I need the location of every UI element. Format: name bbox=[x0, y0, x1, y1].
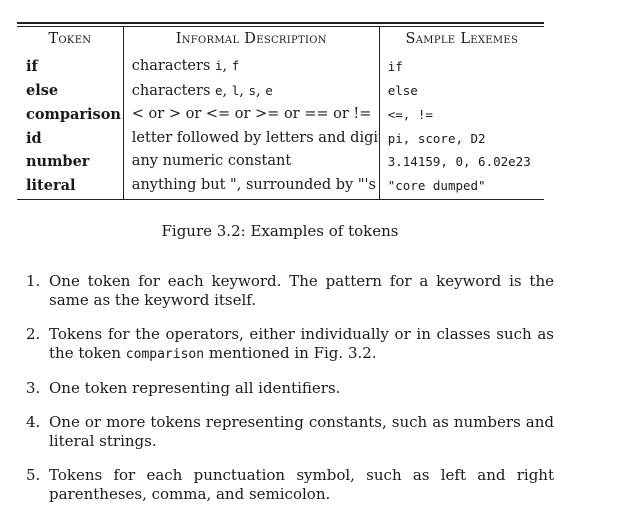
text-fragment: , bbox=[256, 82, 266, 99]
informal-description-cell: letter followed by letters and digits bbox=[122, 126, 380, 150]
table-top-rule bbox=[17, 22, 544, 24]
header-sample-lexemes: Sample Lexemes bbox=[378, 27, 544, 52]
text-fragment: , bbox=[239, 82, 249, 99]
sample-lexemes-cell: if bbox=[378, 52, 544, 79]
informal-description-cell: characters e, l, s, e bbox=[122, 78, 380, 103]
informal-description-cell: < or > or <= or >= or == or != bbox=[122, 103, 380, 127]
table-row: literal anything but ", surrounded by "'s… bbox=[17, 173, 544, 199]
header-informal-description: Informal Description bbox=[122, 27, 380, 52]
text-fragment: , bbox=[222, 58, 232, 74]
table-bottom-rule bbox=[17, 199, 544, 200]
sample-lexemes-cell: 3.14159, 0, 6.02e23 bbox=[378, 150, 544, 174]
list-item: 5. Tokens for each punctuation symbol, su… bbox=[24, 466, 554, 504]
text-fragment: mentioned in Fig. 3.2. bbox=[204, 344, 377, 362]
table-header-row: Token Informal Description Sample Lexeme… bbox=[17, 27, 544, 52]
text-fragment: One or more tokens representing constant… bbox=[49, 413, 554, 450]
token-name-cell: literal bbox=[26, 176, 76, 194]
list-item-number: 3. bbox=[26, 379, 41, 397]
text-fragment: One token representing all identifiers. bbox=[49, 379, 341, 397]
table-row: comparison < or > or <= or >= or == or !=… bbox=[17, 103, 544, 127]
list-item: 3. One token representing all identifiers… bbox=[24, 379, 554, 398]
token-name-cell: comparison bbox=[26, 106, 121, 123]
sample-lexemes-cell: <=, != bbox=[378, 103, 544, 127]
informal-description-cell: anything but ", surrounded by "'s bbox=[122, 173, 380, 199]
text-fragment: anything but ", surrounded by "'s bbox=[131, 176, 376, 193]
informal-description-cell: any numeric constant bbox=[122, 150, 380, 174]
code-fragment: e bbox=[215, 82, 223, 98]
table-top-rule-thin bbox=[17, 26, 544, 27]
list-item-number: 2. bbox=[26, 325, 41, 343]
code-fragment: i bbox=[215, 58, 223, 73]
text-fragment: characters bbox=[131, 58, 215, 74]
sample-lexemes-cell: pi, score, D2 bbox=[378, 126, 544, 150]
token-name-cell: else bbox=[26, 82, 59, 99]
list-item: 2. Tokens for the operators, either indiv… bbox=[24, 325, 554, 364]
list-item-number: 5. bbox=[26, 466, 41, 484]
code-fragment: f bbox=[231, 58, 240, 73]
table-row: number any numeric constant 3.14159, 0, 6.… bbox=[17, 150, 544, 174]
text-fragment: Tokens for the operators, either individ… bbox=[49, 325, 554, 362]
list-item: 4. One or more tokens representing consta… bbox=[24, 413, 554, 451]
list-item-number: 4. bbox=[26, 413, 41, 431]
code-fragment: comparison bbox=[125, 347, 205, 362]
table-row: id letter followed by letters and digits p… bbox=[17, 126, 544, 150]
list-item: 1. One token for each keyword. The patter… bbox=[24, 272, 554, 310]
token-table-grid: Token Informal Description Sample Lexeme… bbox=[17, 27, 544, 199]
text-fragment: Tokens for each punctuation symbol, such… bbox=[49, 466, 554, 503]
text-fragment: , bbox=[222, 82, 232, 99]
figure-caption: Figure 3.2: Examples of tokens bbox=[161, 222, 399, 240]
table-row: if characters i, f if bbox=[17, 52, 544, 79]
code-fragment: e bbox=[265, 82, 273, 98]
text-fragment: One token for each keyword. The pattern … bbox=[49, 272, 554, 309]
token-class-list: 1. One token for each keyword. The patter… bbox=[24, 272, 554, 519]
code-fragment: l bbox=[231, 82, 240, 98]
text-fragment: any numeric constant bbox=[131, 153, 292, 169]
sample-lexemes-cell: "core dumped" bbox=[378, 173, 544, 199]
text-fragment: characters bbox=[131, 82, 215, 99]
token-name-cell: number bbox=[26, 153, 90, 170]
token-name-cell: id bbox=[26, 129, 42, 147]
informal-description-cell: characters i, f bbox=[122, 52, 380, 79]
list-item-number: 1. bbox=[26, 272, 41, 290]
text-fragment: < or > or <= or >= or == or != bbox=[131, 106, 372, 122]
token-name-cell: if bbox=[26, 57, 38, 75]
token-table: Token Informal Description Sample Lexeme… bbox=[17, 22, 544, 200]
text-fragment: letter followed by letters and digits bbox=[131, 129, 380, 146]
header-token: Token bbox=[48, 31, 92, 48]
code-fragment: s bbox=[248, 82, 257, 98]
sample-lexemes-cell: else bbox=[378, 78, 544, 103]
table-row: else characters e, l, s, e else bbox=[17, 78, 544, 103]
